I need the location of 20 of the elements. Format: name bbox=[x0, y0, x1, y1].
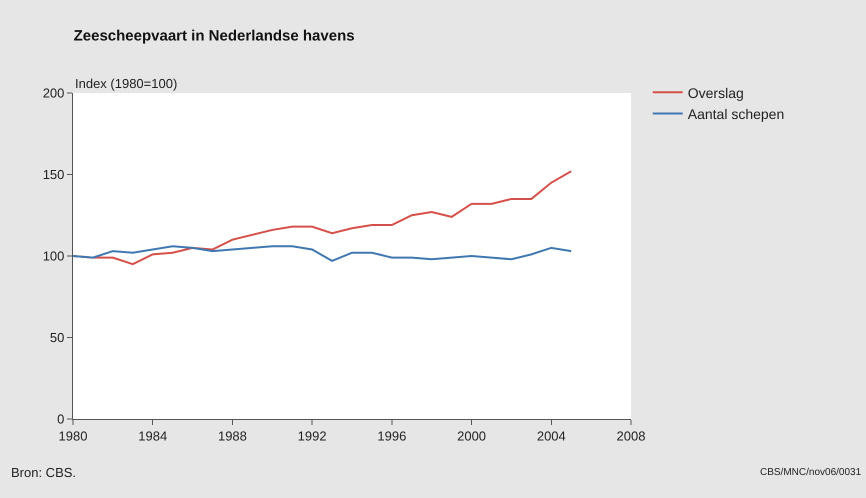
x-tick-label: 1980 bbox=[58, 428, 88, 444]
x-tick-label: 2004 bbox=[536, 428, 566, 444]
chart-title: Zeescheepvaart in Nederlandse havens bbox=[74, 27, 355, 44]
y-tick-label: 0 bbox=[57, 412, 64, 427]
x-tick-label: 1984 bbox=[138, 428, 168, 444]
x-tick-label: 1992 bbox=[298, 428, 327, 444]
legend-label: Aantal schepen bbox=[688, 106, 784, 122]
y-axis-title: Index (1980=100) bbox=[75, 76, 178, 91]
y-tick-label: 150 bbox=[42, 167, 64, 182]
line-series bbox=[73, 245, 572, 262]
y-tick-label: 200 bbox=[42, 86, 64, 101]
x-tick-label: 1996 bbox=[377, 428, 406, 444]
y-tick-label: 50 bbox=[50, 330, 64, 346]
x-tick-label: 1988 bbox=[218, 428, 247, 444]
x-tick-label: 2000 bbox=[457, 428, 486, 444]
text: Bron: CBS. bbox=[11, 465, 76, 480]
legend-label: Overslag bbox=[688, 84, 744, 101]
y-tick-label: 100 bbox=[42, 248, 64, 264]
text: CBS/MNC/nov06/0031 bbox=[760, 467, 862, 478]
x-tick-label: 2008 bbox=[616, 428, 646, 444]
